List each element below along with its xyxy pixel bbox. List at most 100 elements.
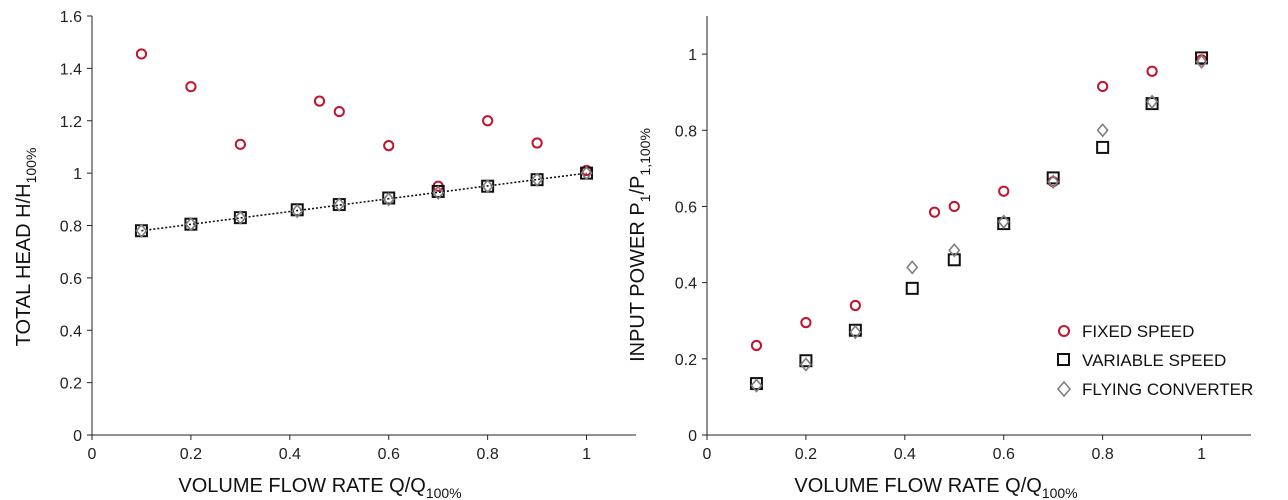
point-flying [184,216,197,232]
point-fixed [1146,65,1158,77]
tick-group: 0 0.2 0.4 0.6 0.8 1 0 0.2 0.4 0.6 0.8 1 [675,47,1206,463]
point-flying [799,357,812,372]
point-variable [1145,97,1159,111]
point-flying [750,378,763,393]
x-tick-label: 0.8 [1092,446,1114,463]
x-axis-label-main: VOLUME FLOW RATE Q/Q [794,475,1041,497]
point-fixed [948,200,960,213]
x-tick-label: 0.4 [279,446,301,463]
point-fixed [135,48,148,60]
legend-label: FIXED SPEED [1082,322,1194,341]
x-axis-label: VOLUME FLOW RATE Q/Q100% [178,475,461,500]
point-flying [1146,94,1159,109]
legend-label: FLYING CONVERTER [1082,380,1253,399]
x-tick-label: 0.6 [378,446,400,463]
point-variable [997,217,1011,231]
point-fixed [928,206,941,218]
x-tick-label: 0.2 [795,446,817,463]
y-axis-label-sub1: 1 [637,194,653,202]
point-variable [749,377,763,391]
point-fixed [998,185,1010,197]
point-flying [906,260,919,275]
x-tick-label: 0.4 [894,446,916,463]
point-flying [580,165,593,181]
point-fixed [383,140,395,152]
point-flying [481,178,494,194]
point-fixed [750,339,763,352]
x-tick-label: 0.8 [477,446,499,463]
point-fixed [482,115,494,127]
point-fixed [185,81,197,93]
y-axis-label-main: INPUT POWER P [627,202,649,362]
point-variable [947,253,961,267]
legend-square-marker [1057,353,1070,366]
point-flying [291,203,304,219]
trendline [141,172,587,232]
y-tick-label: 0.2 [60,376,82,393]
point-flying [432,185,445,201]
x-axis-label-main: VOLUME FLOW RATE Q/Q [178,475,425,497]
x-tick-label: 1 [1197,446,1206,463]
y-tick-label: 0.8 [675,123,697,140]
head-chart: 0 0.2 0.4 0.6 0.8 1 0 0.2 0.4 0.6 0.8 1 1.2 1.4 1.6 TO… [13,9,636,500]
point-fixed [800,317,812,329]
x-tick-label: 1 [582,446,591,463]
mark-group [134,48,594,238]
y-axis-label: TOTAL HEAD H/H100% [13,148,39,347]
point-variable [332,198,346,212]
point-variable [233,211,247,225]
point-variable [1195,51,1209,65]
y-tick-label: 1.2 [60,114,82,131]
point-fixed [1097,80,1109,93]
trendline-group [141,172,587,232]
legend-circle-marker [1058,325,1070,337]
point-flying [1096,123,1109,138]
y-axis-label: INPUT POWER P1/P1,100% [627,128,653,362]
y-tick-label: 1 [73,166,82,183]
point-flying [1195,54,1208,69]
point-flying [333,197,346,212]
point-flying [382,192,395,207]
point-flying [849,324,862,340]
legend-item-variable: VARIABLE SPEED [1057,351,1226,370]
y-tick-label: 0 [73,428,82,445]
y-tick-label: 0.4 [675,276,697,293]
point-variable [905,281,919,295]
mark-group [749,51,1209,393]
point-variable [1096,140,1110,154]
y-tick-label: 0.2 [675,352,697,369]
point-fixed [531,137,543,149]
y-tick-label: 1 [688,47,697,64]
point-flying [948,243,961,258]
legend-item-fixed: FIXED SPEED [1058,322,1194,341]
point-flying [234,210,247,225]
y-axis-label-main: TOTAL HEAD H/H [13,183,35,346]
power-chart: 0 0.2 0.4 0.6 0.8 1 0 0.2 0.4 0.6 0.8 1 INPUT POWER… [627,16,1253,500]
x-tick-label: 0 [703,446,712,463]
x-tick-label: 0.2 [180,446,202,463]
y-axis-label-mid: /P [627,176,649,195]
legend-diamond-marker [1056,380,1072,398]
tick-group: 0 0.2 0.4 0.6 0.8 1 0 0.2 0.4 0.6 0.8 1 1.2 1.4 1.6 [60,9,591,463]
y-tick-label: 1.4 [60,61,82,78]
point-fixed [234,138,246,150]
point-flying [997,214,1010,229]
point-fixed [313,95,326,107]
y-tick-label: 0.6 [675,199,697,216]
legend-label: VARIABLE SPEED [1082,351,1226,370]
y-tick-label: 0 [688,428,697,445]
point-fixed [333,105,345,118]
point-flying [135,223,148,238]
x-axis-label-sub: 100% [426,485,462,500]
point-variable [848,323,862,337]
x-axis-label-sub: 100% [1042,485,1078,500]
point-fixed [849,299,861,312]
y-tick-label: 1.6 [60,9,82,26]
legend: FIXED SPEED VARIABLE SPEED FLYING CONVER… [1056,322,1253,399]
y-tick-label: 0.4 [60,323,82,340]
y-tick-label: 0.6 [60,271,82,288]
point-flying [531,172,544,187]
y-axis-label-sub2: 1,100% [637,128,653,175]
x-tick-label: 0.6 [993,446,1015,463]
